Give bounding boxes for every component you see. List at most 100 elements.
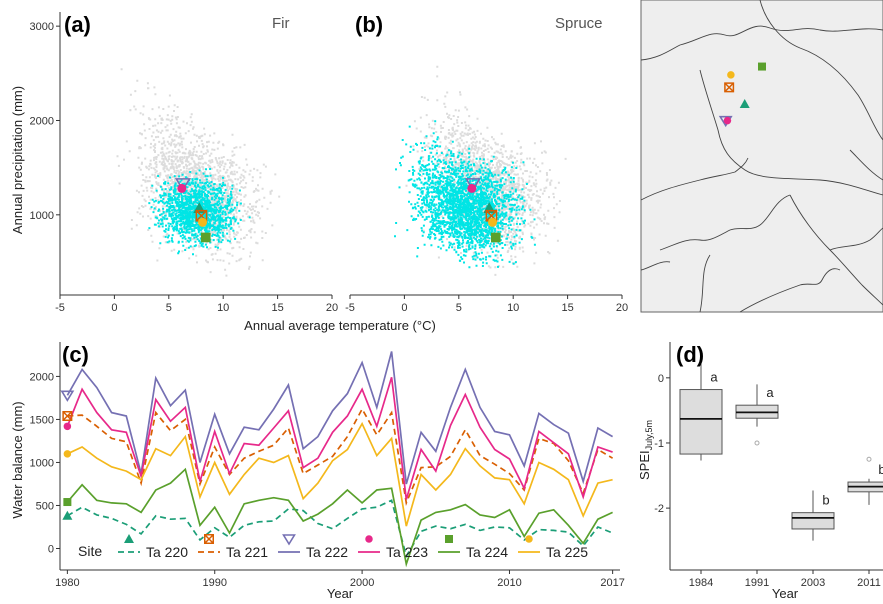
panel-d-y-tick-label: -1 — [654, 438, 664, 450]
panel-a-fir-climate-scatter: -5 0 5 10 15 20 1000 2000 3000 (a) Fir Annual pr… — [10, 12, 338, 314]
panel-b-site-ta-225 — [488, 217, 498, 227]
panel-a-y-axis-title: Annual precipitation (mm) — [10, 86, 25, 234]
legend-item-ta-224: Ta 224 — [438, 535, 508, 560]
panel-b-spruce-climate-scatter: -5 0 5 10 15 20 (b) Spruce — [345, 12, 628, 314]
panel-c-line-ta-220 — [66, 499, 613, 559]
panel-c-y-axis-title: Water balance (mm) — [10, 401, 25, 518]
panel-c-line-ta-222 — [66, 351, 614, 485]
legend-item-ta-222: Ta 222 — [278, 534, 348, 560]
panel-b-x-tick-label: 20 — [616, 302, 628, 314]
panel-c-start-marker-ta-221-cross — [62, 411, 73, 421]
panel-b-label: (b) — [355, 12, 383, 37]
panel-c-x-tick-label: 1990 — [202, 577, 226, 589]
map-site-ta-224 — [758, 62, 766, 71]
map-site-ta-221 — [724, 82, 735, 93]
panel-a-y-tick-label: 1000 — [30, 210, 54, 222]
panel-a-site-ta-225 — [198, 217, 208, 227]
panel-d-box-2011: b — [847, 456, 883, 505]
panel-d-x-tick-label: 2003 — [801, 577, 825, 589]
panel-c-legend: Site Ta 220 Ta 221 Ta 222 Ta 223 Ta 224 Ta 22… — [78, 534, 588, 560]
panel-b-x-tick-label: 5 — [456, 302, 462, 314]
panel-d-y-axis-title-subscript: July,5m — [644, 420, 654, 450]
panel-a-site-ta-224 — [200, 232, 211, 243]
legend-title: Site — [78, 543, 102, 559]
panel-d-y-axis-title-main: SPEI — [637, 450, 652, 480]
panel-a-x-tick-label: 15 — [271, 302, 283, 314]
panel-d-y-axis-title: SPEIJuly,5m — [637, 420, 654, 480]
legend-key-open-down-triangle-icon — [282, 534, 296, 546]
panel-a-x-tick-label: 20 — [326, 302, 338, 314]
panel-c-x-tick-label: 2000 — [350, 577, 374, 589]
legend-item-label: Ta 220 — [146, 544, 188, 560]
panel-d-x-tick-label: 1991 — [745, 577, 769, 589]
panel-a-y-tick-label: 3000 — [30, 21, 54, 33]
box-outlier — [866, 456, 872, 462]
panel-c-line-ta-223 — [66, 377, 613, 500]
panel-map-site-locations — [640, 0, 883, 313]
panel-c-start-marker-ta-220 — [62, 510, 73, 520]
panel-c-y-tick-label: 1000 — [30, 457, 54, 469]
panel-a-y-tick-label: 2000 — [30, 115, 54, 127]
panel-c-water-balance-lines: 1980 1990 2000 2010 2017 0 500 1000 1500 2000 (c)… — [10, 342, 625, 601]
legend-item-label: Ta 223 — [386, 544, 428, 560]
map-frame — [640, 0, 883, 313]
panel-a-grey-cloud — [116, 68, 281, 277]
panel-c-label: (c) — [62, 342, 89, 367]
panel-c-y-tick-label: 1500 — [30, 414, 54, 426]
legend-item-ta-220: Ta 220 — [118, 534, 188, 560]
legend-item-ta-223: Ta 223 — [358, 535, 428, 560]
shared-x-axis-title-temperature: Annual average temperature (°C) — [244, 318, 436, 333]
panel-c-x-axis-title: Year — [327, 586, 354, 601]
panel-c-line-ta-224 — [66, 467, 613, 568]
map-site-ta-220 — [739, 99, 750, 108]
legend-key-filled-circle-icon — [365, 535, 373, 543]
panel-a-x-tick-label: 0 — [111, 302, 117, 314]
legend-item-label: Ta 221 — [226, 544, 268, 560]
box-group-letter: b — [878, 462, 883, 477]
map-coastline — [739, 268, 841, 313]
panel-c-start-marker-ta-225 — [63, 450, 72, 458]
map-site-ta-221-cross — [724, 82, 734, 93]
panel-a-label: (a) — [64, 12, 91, 37]
panel-b-site-ta-223 — [467, 183, 477, 193]
panel-d-box-1991: a — [735, 384, 779, 446]
panel-c-line-ta-225 — [67, 421, 613, 527]
panel-d-y-tick-label: 0 — [658, 373, 664, 385]
panel-b-x-tick-label: -5 — [345, 302, 355, 314]
box-group-letter: b — [822, 493, 829, 508]
panel-c-line-ta-221 — [67, 407, 614, 506]
map-site-ta-223 — [723, 116, 732, 125]
legend-key-crossed-square-icon — [204, 534, 214, 544]
map-site-ta-225 — [727, 71, 735, 79]
panel-c-y-tick-label: 500 — [36, 500, 54, 512]
panel-c-x-tick-label: 2017 — [600, 577, 624, 589]
panel-b-x-tick-label: 10 — [507, 302, 519, 314]
panel-b-x-tick-label: 0 — [401, 302, 407, 314]
panel-b-x-tick-label: 15 — [561, 302, 573, 314]
panel-d-box-1984: a — [679, 349, 723, 461]
legend-key-filled-triangle-icon — [124, 534, 134, 543]
box-outlier — [754, 440, 760, 446]
legend-key-filled-square-icon — [445, 535, 453, 543]
legend-item-label: Ta 224 — [466, 544, 508, 560]
legend-key-crossed-square-icon-cross — [204, 534, 214, 544]
panel-a-site-ta-222 — [174, 178, 191, 192]
panel-c-y-tick-label: 0 — [48, 543, 54, 555]
panel-d-y-tick-label: -2 — [654, 503, 664, 515]
panel-c-x-tick-label: 2010 — [497, 577, 521, 589]
panel-b-species-label: Spruce — [555, 15, 603, 32]
panel-b-species-cloud — [394, 120, 536, 269]
panel-d-label: (d) — [676, 342, 704, 367]
legend-item-ta-225: Ta 225 — [518, 535, 588, 560]
panel-a-x-tick-label: 5 — [166, 302, 172, 314]
legend-item-ta-221: Ta 221 — [198, 534, 268, 560]
panel-d-x-tick-label: 1984 — [689, 577, 713, 589]
panel-c-start-marker-ta-222 — [60, 390, 75, 402]
panel-b-site-ta-224 — [490, 232, 501, 243]
panel-c-start-marker-ta-223 — [63, 422, 72, 431]
panel-a-x-tick-label: 10 — [217, 302, 229, 314]
panel-d-spei-boxplot: 0 -1 -2 1984 1991 2003 2011 a a b b (d) SPEIJuly,… — [637, 342, 883, 601]
panel-c-start-marker-ta-221 — [62, 410, 73, 421]
legend-key-filled-circle-icon — [525, 535, 533, 543]
